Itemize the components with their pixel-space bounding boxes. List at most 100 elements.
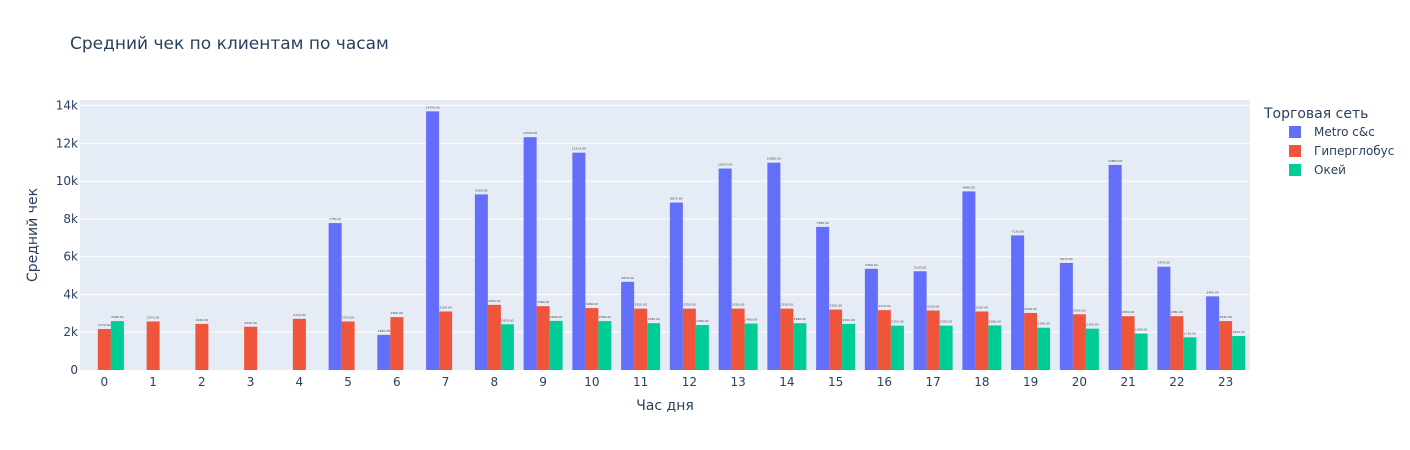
- data-label: 1730.00: [1184, 331, 1196, 335]
- bar-metro-c-c-12[interactable]: [669, 202, 683, 370]
- data-label: 2440.00: [842, 318, 854, 322]
- bar-metro-c-c-11[interactable]: [621, 281, 635, 370]
- bar-metro-c-c-10[interactable]: [572, 152, 586, 370]
- bar-окей-20[interactable]: [1085, 328, 1099, 370]
- x-tick-label: 1: [149, 375, 157, 389]
- bar-metro-c-c-14[interactable]: [767, 162, 781, 370]
- bar-окей-10[interactable]: [598, 321, 612, 370]
- data-label: 2350.00: [940, 320, 952, 324]
- data-label: 2710.00: [293, 313, 305, 317]
- data-label: 10980.00: [767, 157, 781, 161]
- bar-гиперглобус-14[interactable]: [780, 308, 794, 370]
- bar-гиперглобус-23[interactable]: [1219, 321, 1233, 370]
- legend-item[interactable]: Metro c&c: [1289, 125, 1375, 139]
- bar-гиперглобус-18[interactable]: [975, 311, 989, 370]
- bar-metro-c-c-20[interactable]: [1059, 262, 1073, 370]
- bar-metro-c-c-6[interactable]: [377, 334, 391, 370]
- bar-гиперглобус-12[interactable]: [682, 308, 696, 370]
- bar-metro-c-c-13[interactable]: [718, 168, 732, 370]
- plot-background: [80, 100, 1250, 370]
- bar-metro-c-c-18[interactable]: [962, 191, 976, 370]
- data-label: 2570.00: [147, 315, 159, 319]
- bar-гиперглобус-0[interactable]: [97, 329, 111, 370]
- bar-окей-11[interactable]: [647, 323, 661, 370]
- bar-окей-23[interactable]: [1232, 336, 1246, 370]
- data-label: 2950.00: [1073, 308, 1085, 312]
- bar-гиперглобус-20[interactable]: [1072, 314, 1086, 370]
- data-label: 3280.00: [586, 302, 598, 306]
- data-label: 3380.00: [537, 300, 549, 304]
- legend-item[interactable]: Гиперглобус: [1289, 144, 1394, 158]
- bar-гиперглобус-22[interactable]: [1170, 316, 1184, 370]
- bar-окей-19[interactable]: [1037, 327, 1051, 370]
- bar-гиперглобус-8[interactable]: [487, 304, 501, 370]
- legend-item[interactable]: Окей: [1289, 163, 1346, 177]
- bar-окей-21[interactable]: [1134, 333, 1148, 370]
- bar-окей-14[interactable]: [793, 323, 807, 370]
- bar-metro-c-c-15[interactable]: [816, 226, 830, 370]
- bar-окей-16[interactable]: [890, 325, 904, 370]
- bar-окей-0[interactable]: [110, 321, 124, 370]
- bar-гиперглобус-4[interactable]: [292, 318, 306, 370]
- bar-гиперглобус-1[interactable]: [146, 321, 160, 370]
- bar-гиперглобус-13[interactable]: [731, 308, 745, 370]
- y-axis-ticks: 0 2k 4k 6k 8k 10k 12k 14k: [56, 99, 78, 377]
- bar-metro-c-c-21[interactable]: [1108, 164, 1122, 370]
- bar-metro-c-c-16[interactable]: [864, 268, 878, 370]
- x-tick-label: 13: [730, 375, 745, 389]
- bar-гиперглобус-10[interactable]: [585, 308, 599, 370]
- bar-гиперглобус-17[interactable]: [926, 310, 940, 370]
- data-label: 3170.00: [878, 304, 890, 308]
- bar-окей-17[interactable]: [939, 325, 953, 370]
- bar-гиперглобус-3[interactable]: [244, 326, 258, 370]
- bar-окей-18[interactable]: [988, 325, 1002, 370]
- bar-metro-c-c-7[interactable]: [426, 111, 440, 370]
- bar-окей-15[interactable]: [842, 323, 856, 370]
- bar-гиперглобус-7[interactable]: [439, 311, 453, 370]
- data-label: 3200.00: [829, 304, 841, 308]
- bar-гиперглобус-15[interactable]: [829, 309, 843, 370]
- bar-гиперглобус-5[interactable]: [341, 321, 355, 370]
- bar-metro-c-c-8[interactable]: [474, 194, 488, 370]
- x-tick-label: 6: [393, 375, 401, 389]
- data-label: 2190.00: [1086, 323, 1098, 327]
- bar-metro-c-c-23[interactable]: [1206, 296, 1220, 370]
- data-label: 2590.00: [111, 315, 123, 319]
- x-tick-label: 2: [198, 375, 206, 389]
- bar-metro-c-c-5[interactable]: [328, 223, 342, 370]
- data-label: 3020.00: [1024, 307, 1036, 311]
- bar-окей-22[interactable]: [1183, 337, 1197, 370]
- legend[interactable]: Торговая сеть Metro c&c Гиперглобус Окей: [1263, 106, 1394, 177]
- bar-гиперглобус-6[interactable]: [390, 317, 404, 370]
- data-label: 3100.00: [976, 305, 988, 309]
- bar-окей-13[interactable]: [744, 323, 758, 370]
- bar-metro-c-c-19[interactable]: [1011, 235, 1025, 370]
- legend-label: Гиперглобус: [1314, 144, 1394, 158]
- bar-окей-8[interactable]: [500, 324, 514, 370]
- data-label: 2460.00: [745, 318, 757, 322]
- data-label: 2600.00: [550, 315, 562, 319]
- data-label: 7580.00: [816, 221, 828, 225]
- data-label: 11510.00: [572, 147, 586, 151]
- data-label: 2480.00: [794, 317, 806, 321]
- x-tick-label: 15: [828, 375, 843, 389]
- bar-окей-12[interactable]: [695, 325, 709, 370]
- bar-metro-c-c-9[interactable]: [523, 137, 537, 370]
- bar-окей-9[interactable]: [549, 320, 563, 370]
- bar-гиперглобус-19[interactable]: [1024, 312, 1038, 370]
- data-label: 2590.00: [599, 315, 611, 319]
- x-tick-label: 23: [1218, 375, 1233, 389]
- x-tick-label: 18: [974, 375, 989, 389]
- bar-гиперглобус-21[interactable]: [1121, 316, 1135, 370]
- y-tick-label: 6k: [63, 250, 78, 264]
- bar-metro-c-c-22[interactable]: [1157, 266, 1171, 370]
- bar-гиперглобус-11[interactable]: [634, 308, 648, 370]
- data-label: 3250.00: [634, 303, 646, 307]
- y-tick-label: 10k: [56, 174, 78, 188]
- data-label: 2350.00: [891, 320, 903, 324]
- bar-metro-c-c-17[interactable]: [913, 271, 927, 370]
- bar-гиперглобус-9[interactable]: [536, 306, 550, 370]
- data-label: 3250.00: [732, 303, 744, 307]
- bar-гиперглобус-16[interactable]: [877, 310, 891, 370]
- bar-гиперглобус-2[interactable]: [195, 323, 209, 370]
